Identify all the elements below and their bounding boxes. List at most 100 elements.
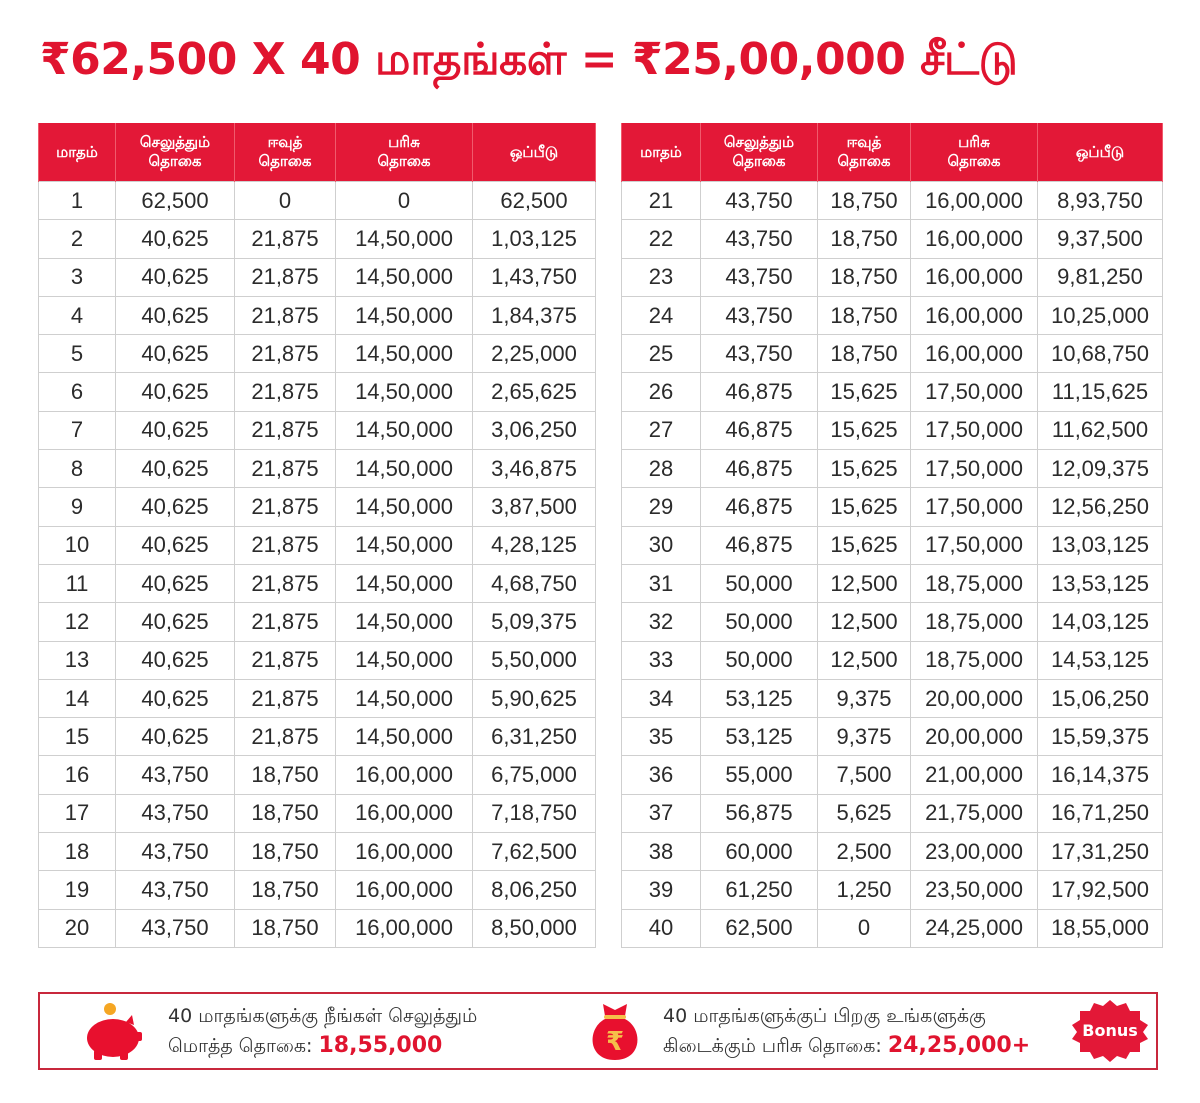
- cell-comparison: 7,18,750: [472, 793, 596, 834]
- table-row: 12 40,625 21,875 14,50,000 5,09,375: [38, 602, 596, 642]
- cell-prize: 14,50,000: [335, 678, 473, 719]
- cell-dividend: 18,750: [234, 755, 336, 795]
- cell-dividend: 21,875: [234, 295, 336, 336]
- cell-month: 35: [621, 717, 701, 757]
- cell-comparison: 3,87,500: [472, 487, 596, 527]
- cell-dividend: 21,875: [234, 449, 336, 489]
- cell-prize: 14,50,000: [335, 640, 473, 680]
- cell-prize: 17,50,000: [910, 449, 1038, 489]
- cell-comparison: 17,31,250: [1037, 832, 1163, 872]
- cell-comparison: 5,50,000: [472, 640, 596, 680]
- cell-payment: 40,625: [115, 410, 235, 451]
- cell-dividend: 21,875: [234, 372, 336, 412]
- cell-prize: 20,00,000: [910, 678, 1038, 719]
- money-bag-icon: ₹: [592, 1004, 638, 1060]
- cell-payment: 46,875: [700, 487, 818, 527]
- cell-month: 4: [38, 295, 116, 336]
- cell-dividend: 0: [234, 180, 336, 221]
- table-row: 9 40,625 21,875 14,50,000 3,87,500: [38, 487, 596, 527]
- cell-payment: 61,250: [700, 870, 818, 910]
- header-dividend-amount: ஈவுத் தொகை: [817, 123, 911, 182]
- cell-payment: 62,500: [115, 180, 235, 221]
- cell-month: 1: [38, 180, 116, 221]
- cell-dividend: 21,875: [234, 563, 336, 604]
- cell-payment: 40,625: [115, 602, 235, 642]
- cell-payment: 40,625: [115, 257, 235, 297]
- table-row: 30 46,875 15,625 17,50,000 13,03,125: [621, 525, 1163, 565]
- cell-month: 21: [621, 180, 701, 221]
- header-prize-amount: பரிசு தொகை: [335, 123, 473, 182]
- table-row: 20 43,750 18,750 16,00,000 8,50,000: [38, 908, 596, 948]
- chit-table-months-21-40: மாதம் செலுத்தும் தொகை ஈவுத் தொகை பரிசு தொகை…: [621, 123, 1163, 948]
- cell-payment: 43,750: [700, 219, 818, 259]
- total-paid-amount: 18,55,000: [318, 1033, 443, 1058]
- table-row: 33 50,000 12,500 18,75,000 14,53,125: [621, 640, 1163, 680]
- cell-payment: 43,750: [115, 908, 235, 948]
- cell-prize: 16,00,000: [910, 219, 1038, 259]
- cell-dividend: 18,750: [817, 295, 911, 336]
- table-row: 17 43,750 18,750 16,00,000 7,18,750: [38, 793, 596, 834]
- cell-payment: 43,750: [115, 870, 235, 910]
- cell-comparison: 11,15,625: [1037, 372, 1163, 412]
- cell-dividend: 12,500: [817, 602, 911, 642]
- table-row: 34 53,125 9,375 20,00,000 15,06,250: [621, 678, 1163, 719]
- cell-dividend: 21,875: [234, 219, 336, 259]
- table-row: 28 46,875 15,625 17,50,000 12,09,375: [621, 449, 1163, 489]
- table-row: 4 40,625 21,875 14,50,000 1,84,375: [38, 295, 596, 336]
- cell-comparison: 3,46,875: [472, 449, 596, 489]
- cell-comparison: 14,03,125: [1037, 602, 1163, 642]
- cell-comparison: 3,06,250: [472, 410, 596, 451]
- cell-dividend: 15,625: [817, 487, 911, 527]
- table-row: 2 40,625 21,875 14,50,000 1,03,125: [38, 219, 596, 259]
- cell-comparison: 9,37,500: [1037, 219, 1163, 259]
- cell-comparison: 4,68,750: [472, 563, 596, 604]
- cell-month: 37: [621, 793, 701, 834]
- svg-text:₹: ₹: [606, 1027, 624, 1057]
- cell-dividend: 7,500: [817, 755, 911, 795]
- cell-comparison: 8,06,250: [472, 870, 596, 910]
- cell-month: 9: [38, 487, 116, 527]
- cell-payment: 46,875: [700, 449, 818, 489]
- cell-prize: 14,50,000: [335, 334, 473, 374]
- cell-prize: 14,50,000: [335, 602, 473, 642]
- cell-dividend: 15,625: [817, 372, 911, 412]
- total-paid-text: 40 மாதங்களுக்கு நீங்கள் செலுத்தும் மொத்த…: [168, 1005, 478, 1058]
- cell-dividend: 2,500: [817, 832, 911, 872]
- table-row: 26 46,875 15,625 17,50,000 11,15,625: [621, 372, 1163, 412]
- cell-month: 11: [38, 563, 116, 604]
- cell-dividend: 21,875: [234, 487, 336, 527]
- page-title: ₹62,500 X 40 மாதங்கள் = ₹25,00,000 சீட்ட…: [40, 34, 1018, 85]
- cell-prize: 16,00,000: [335, 908, 473, 948]
- table-row: 39 61,250 1,250 23,50,000 17,92,500: [621, 870, 1163, 910]
- cell-dividend: 15,625: [817, 449, 911, 489]
- cell-payment: 40,625: [115, 372, 235, 412]
- cell-payment: 43,750: [700, 180, 818, 221]
- cell-payment: 43,750: [700, 334, 818, 374]
- cell-dividend: 18,750: [234, 870, 336, 910]
- cell-month: 13: [38, 640, 116, 680]
- table-body-right: 21 43,750 18,750 16,00,000 8,93,750 22 43,750 1…: [621, 180, 1163, 948]
- cell-comparison: 2,65,625: [472, 372, 596, 412]
- cell-dividend: 18,750: [817, 219, 911, 259]
- cell-month: 26: [621, 372, 701, 412]
- table-row: 18 43,750 18,750 16,00,000 7,62,500: [38, 832, 596, 872]
- prize-amount: 24,25,000+: [887, 1033, 1031, 1058]
- cell-month: 3: [38, 257, 116, 297]
- cell-dividend: 21,875: [234, 525, 336, 565]
- table-row: 32 50,000 12,500 18,75,000 14,03,125: [621, 602, 1163, 642]
- cell-prize: 16,00,000: [335, 832, 473, 872]
- cell-month: 40: [621, 908, 701, 948]
- cell-dividend: 18,750: [234, 793, 336, 834]
- table-row: 40 62,500 0 24,25,000 18,55,000: [621, 908, 1163, 948]
- table-row: 16 43,750 18,750 16,00,000 6,75,000: [38, 755, 596, 795]
- cell-month: 16: [38, 755, 116, 795]
- cell-dividend: 5,625: [817, 793, 911, 834]
- cell-comparison: 18,55,000: [1037, 908, 1163, 948]
- cell-month: 33: [621, 640, 701, 680]
- cell-prize: 16,00,000: [910, 180, 1038, 221]
- table-row: 23 43,750 18,750 16,00,000 9,81,250: [621, 257, 1163, 297]
- table-row: 38 60,000 2,500 23,00,000 17,31,250: [621, 832, 1163, 872]
- cell-payment: 50,000: [700, 563, 818, 604]
- header-dividend-amount: ஈவுத் தொகை: [234, 123, 336, 182]
- cell-comparison: 12,09,375: [1037, 449, 1163, 489]
